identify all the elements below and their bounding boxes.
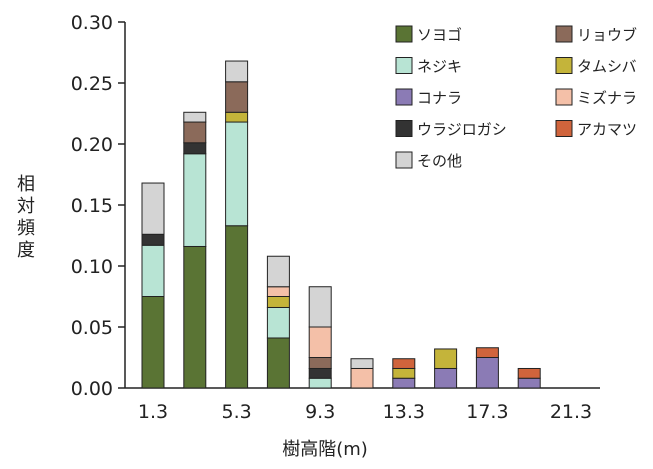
bar-stack-3.3: [183, 111, 207, 389]
x-tick-label: 21.3: [550, 401, 592, 423]
y-axis-title-char: 対: [17, 196, 35, 217]
bar-segment: [225, 60, 249, 83]
bar-segment: [266, 255, 290, 288]
bar-segment: [141, 244, 165, 297]
bar-stack-11.3: [350, 358, 374, 389]
bar-stack-19.3: [517, 367, 541, 389]
bar-segment: [141, 296, 165, 389]
bar-stack-1.3: [141, 182, 165, 389]
bar-segment: [225, 81, 249, 113]
y-axis-title-char: 相: [17, 174, 35, 195]
bar-segment: [475, 357, 499, 389]
legend-swatch: [555, 25, 573, 43]
bar-segment: [183, 153, 207, 247]
y-axis-title-char: 頻: [17, 218, 35, 239]
bar-segment: [308, 326, 332, 358]
x-tick-label: 5.3: [221, 401, 251, 423]
legend-label: ミズナラ: [577, 89, 637, 107]
legend-swatch: [395, 120, 413, 137]
x-ticks: 1.3 5.3 9.3 13.3 17.3 21.3: [138, 401, 592, 423]
bar-segment: [266, 296, 290, 308]
y-tick-label: 0.15: [71, 195, 113, 217]
bar-segment: [308, 286, 332, 328]
legend-item: アカマツ: [555, 120, 637, 139]
legend-label: その他: [417, 152, 462, 170]
bar-segment: [183, 245, 207, 389]
bar-stack-15.3: [434, 348, 458, 389]
bar-segment: [392, 377, 416, 389]
legend-swatch: [395, 88, 413, 106]
y-tick-label: 0.30: [71, 12, 113, 34]
bar-segment: [434, 367, 458, 389]
legend-item: タムシバ: [555, 57, 637, 76]
bar-segment: [266, 286, 290, 297]
y-tick-label: 0.05: [71, 317, 113, 339]
legend-swatch: [395, 151, 413, 169]
bar-segment: [350, 358, 374, 369]
legend-swatch: [395, 25, 413, 43]
bar-segment: [225, 121, 249, 227]
x-tick-label: 17.3: [466, 401, 508, 423]
bar-segment: [266, 337, 290, 389]
bar-stacks: [141, 60, 582, 389]
bar-segment: [183, 121, 207, 144]
legend-item: ミズナラ: [555, 88, 637, 107]
legend-swatch: [555, 57, 573, 74]
bar-segment: [517, 367, 541, 379]
legend-swatch: [555, 120, 573, 137]
bar-segment: [392, 358, 416, 369]
bar-stack-7.3: [266, 255, 290, 389]
bar-segment: [225, 225, 249, 389]
bar-segment: [517, 377, 541, 389]
legend-item: ネジキ: [395, 57, 462, 76]
bar-stack-9.3: [308, 286, 332, 389]
legend-label: ソヨゴ: [417, 26, 462, 44]
y-tick-label: 0.00: [71, 378, 113, 400]
legend-label: ウラジロガシ: [417, 121, 507, 139]
legend-item: ウラジロガシ: [395, 120, 507, 139]
y-tick-label: 0.10: [71, 256, 113, 278]
bar-segment: [266, 306, 290, 339]
bar-segment: [308, 377, 332, 389]
bar-segment: [308, 367, 332, 379]
x-tick-label: 9.3: [305, 401, 335, 423]
bar-segment: [392, 367, 416, 379]
y-tick-label: 0.20: [71, 134, 113, 156]
legend-item: コナラ: [395, 88, 462, 107]
x-tick-label: 13.3: [383, 401, 425, 423]
bar-segment: [141, 182, 165, 235]
bar-segment: [183, 142, 207, 155]
x-tick-label: 1.3: [138, 401, 168, 423]
legend-swatch: [395, 57, 413, 74]
y-tick-label: 0.25: [71, 73, 113, 95]
legend-label: コナラ: [417, 89, 462, 107]
legend-item: ソヨゴ: [395, 25, 462, 44]
bar-stack-17.3: [475, 347, 499, 389]
y-ticks: 0.00 0.05 0.10 0.15 0.20 0.25 0.30: [71, 12, 125, 400]
legend-label: ネジキ: [417, 58, 462, 76]
legend-swatch: [555, 88, 573, 106]
legend-label: アカマツ: [577, 121, 637, 139]
bar-segment: [350, 367, 374, 389]
bar-segment: [141, 233, 165, 246]
legend-item: その他: [395, 151, 462, 170]
legend-label: リョウブ: [577, 26, 637, 44]
bar-segment: [308, 357, 332, 369]
bar-segment: [183, 111, 207, 123]
legend-label: タムシバ: [577, 58, 637, 76]
legend-item: リョウブ: [555, 25, 637, 44]
x-axis-title: 樹高階(m): [282, 439, 368, 460]
bar-stack-5.3: [225, 60, 249, 389]
bar-segment: [225, 111, 249, 123]
bar-segment: [434, 348, 458, 369]
bar-stack-13.3: [392, 358, 416, 389]
y-axis-title-char: 度: [17, 240, 35, 261]
bar-segment: [475, 347, 499, 358]
